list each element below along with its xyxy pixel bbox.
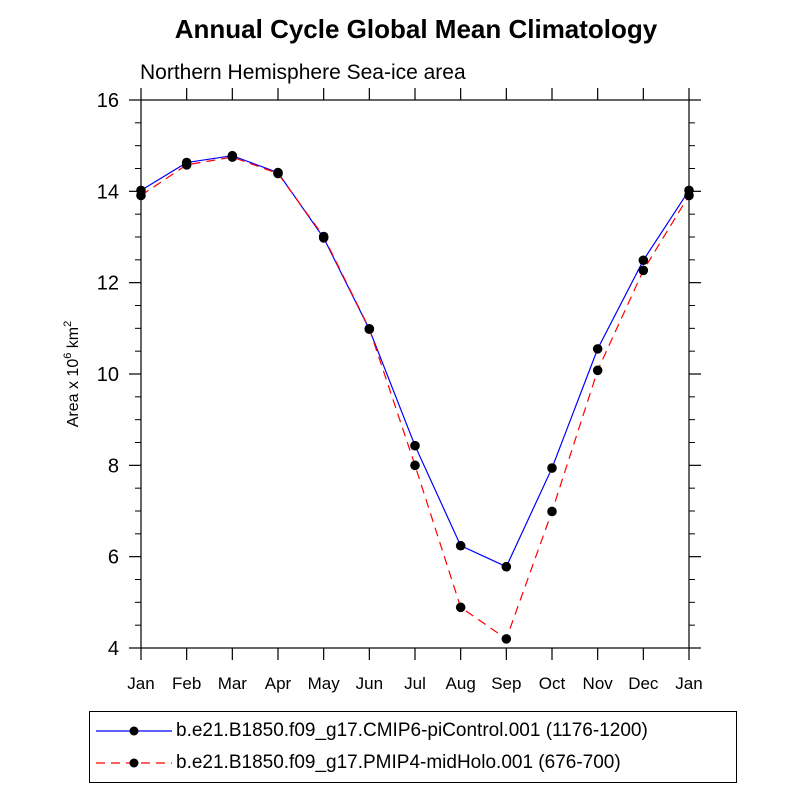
- series-1-point: [181, 160, 192, 170]
- series-1-point: [592, 365, 603, 376]
- series-1-point: [501, 634, 512, 644]
- x-tick-label: Sep: [491, 674, 521, 693]
- series-line-1: [140, 156, 690, 640]
- y-axis-label: Area x 106 km2: [62, 321, 82, 428]
- legend-swatch-midHolo: [96, 758, 172, 768]
- legend-label-piControl: b.e21.B1850.f09_g17.CMIP6-piControl.001 …: [176, 720, 648, 741]
- y-axis-label-text: Area x 10: [65, 359, 82, 428]
- legend: b.e21.B1850.f09_g17.CMIP6-piControl.001 …: [89, 711, 737, 783]
- x-tick-label: Nov: [583, 674, 614, 693]
- series-1-point: [318, 231, 329, 242]
- series-1-point: [364, 323, 375, 334]
- x-tick-label: Apr: [265, 674, 292, 693]
- x-tick-label: May: [308, 674, 341, 693]
- series-1-point: [410, 460, 420, 471]
- series-1-point: [227, 152, 238, 162]
- x-tick-label: Aug: [446, 674, 476, 693]
- x-tick-label: Jan: [675, 674, 702, 693]
- x-tick-labels: Jan Feb Mar Apr May Jun Jul Aug Sep Oct Nov Dec Jan: [127, 674, 702, 693]
- legend-marker-piControl: [129, 726, 139, 736]
- legend-entry-piControl: b.e21.B1850.f09_g17.CMIP6-piControl.001 …: [90, 716, 736, 748]
- y-tick-label: 14: [97, 181, 119, 203]
- y-tick-label: 12: [97, 273, 119, 295]
- series-1-point: [547, 506, 557, 517]
- x-tick-label: Feb: [172, 674, 201, 693]
- x-tick-label: Jun: [356, 674, 383, 693]
- y-tick-label: 4: [108, 638, 119, 660]
- series-0-point: [592, 344, 603, 354]
- series-line-0: [140, 155, 690, 568]
- series-layer: [136, 150, 694, 644]
- series-0-point: [410, 440, 420, 451]
- x-tick-label: Mar: [218, 674, 248, 693]
- axis-ticks: [129, 88, 701, 660]
- x-tick-label: Dec: [628, 674, 659, 693]
- y-tick-label: 6: [108, 547, 119, 569]
- legend-swatch-piControl: [96, 726, 172, 736]
- series-0-point: [455, 540, 466, 551]
- series-0-point: [501, 561, 512, 572]
- series-1-point: [273, 168, 283, 179]
- series-0-point: [638, 255, 649, 266]
- series-1-point: [136, 190, 146, 201]
- series-1-point: [684, 190, 694, 201]
- y-axis-label-exponent: 6: [62, 353, 74, 359]
- y-axis-label-unit-exponent: 2: [62, 321, 74, 327]
- chart-subtitle: Northern Hemisphere Sea-ice area: [140, 61, 466, 84]
- x-tick-label: Jul: [404, 674, 426, 693]
- series-0-point: [547, 463, 557, 473]
- y-tick-label: 8: [108, 455, 119, 477]
- legend-entry-midHolo: b.e21.B1850.f09_g17.PMIP4-midHolo.001 (6…: [90, 748, 736, 780]
- legend-label-midHolo: b.e21.B1850.f09_g17.PMIP4-midHolo.001 (6…: [176, 752, 621, 773]
- legend-marker-midHolo: [129, 758, 139, 768]
- y-tick-label: 16: [97, 90, 119, 112]
- y-axis-label-unit: km: [65, 327, 82, 353]
- series-1-point: [638, 265, 649, 276]
- series-1-point: [455, 602, 466, 613]
- y-tick-label: 10: [97, 364, 119, 386]
- x-tick-label: Oct: [539, 674, 566, 693]
- chart-title: Annual Cycle Global Mean Climatology: [175, 14, 658, 44]
- x-tick-label: Jan: [127, 674, 154, 693]
- plot-frame: [140, 99, 690, 649]
- y-tick-labels: 4 6 8 10 12 14 16: [97, 90, 119, 660]
